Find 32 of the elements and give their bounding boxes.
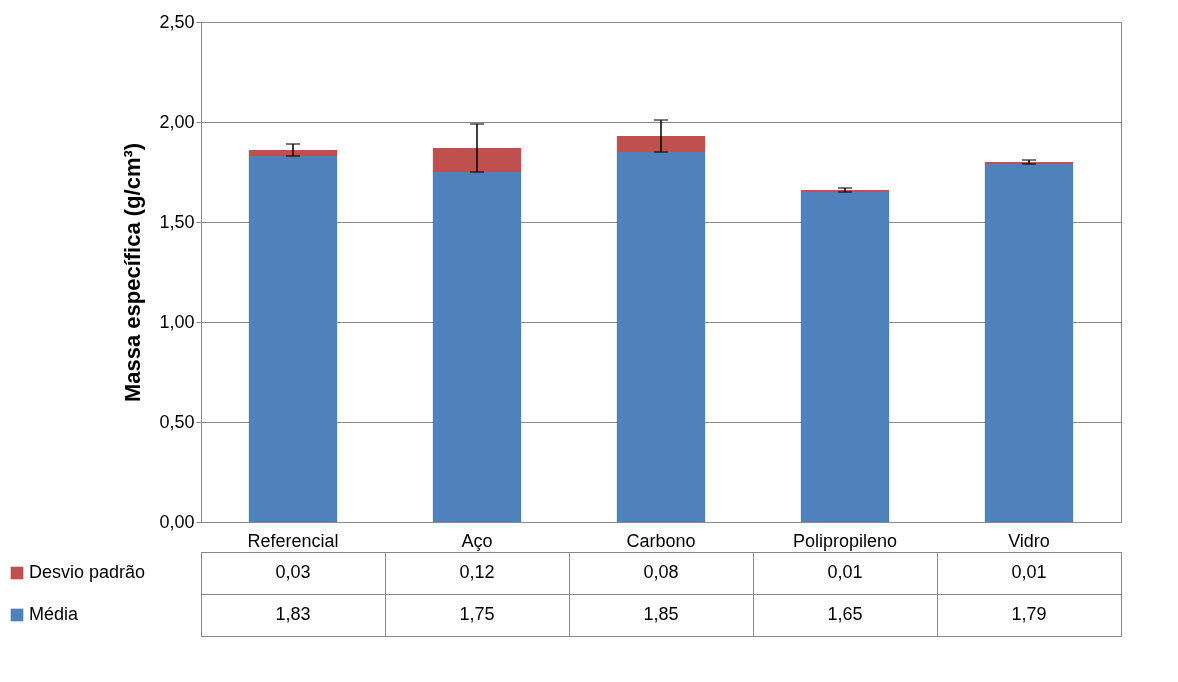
y-tick-label: 1,50 (159, 211, 195, 232)
y-tick-label: 1,00 (159, 311, 195, 332)
legend-label: Desvio padrão (29, 562, 146, 582)
x-tick-label: Vidro (1008, 530, 1050, 551)
bar (800, 192, 890, 522)
y-tick-label: 0,00 (159, 511, 195, 532)
x-tick-label: Aço (461, 530, 493, 551)
data-label: 1,75 (459, 604, 495, 624)
y-tick-label: 0,50 (159, 411, 195, 432)
x-tick-label: Carbono (626, 530, 696, 551)
bar (616, 136, 706, 152)
data-label: 0,01 (827, 562, 863, 582)
bar (616, 152, 706, 522)
y-tick-label: 2,50 (159, 11, 195, 32)
bar (984, 164, 1074, 522)
bar (432, 172, 522, 522)
data-label: 1,65 (827, 604, 863, 624)
data-label: 0,08 (643, 562, 679, 582)
data-label: 0,12 (459, 562, 495, 582)
data-label: 1,85 (643, 604, 679, 624)
bar (432, 148, 522, 172)
bar (248, 156, 338, 522)
x-tick-label: Polipropileno (792, 530, 898, 551)
data-label: 1,79 (1011, 604, 1047, 624)
data-label: 1,83 (275, 604, 311, 624)
bar (248, 150, 338, 156)
legend-label: Média (29, 604, 80, 624)
y-axis-title: Massa específica (g/cm³) (120, 142, 146, 403)
data-label: 0,03 (275, 562, 311, 582)
data-label: 0,01 (1011, 562, 1047, 582)
y-tick-label: 2,00 (159, 111, 195, 132)
x-tick-label: Referencial (247, 530, 339, 551)
